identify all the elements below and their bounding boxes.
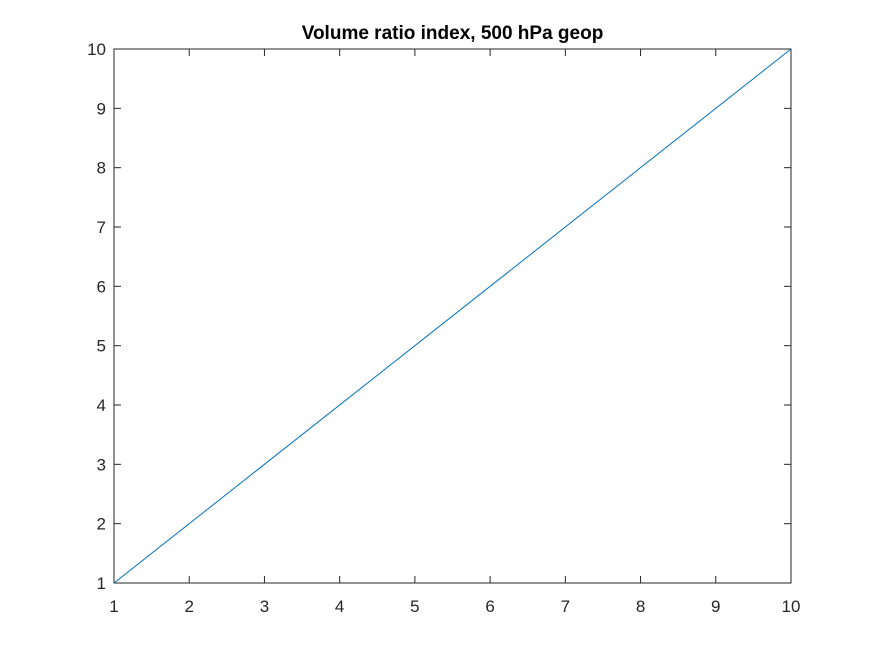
y-tick-label: 6 [97,277,106,296]
y-tick-label: 9 [97,99,106,118]
y-tick-label: 3 [97,455,106,474]
y-axis-ticks: 1 2 3 4 5 6 7 8 9 10 [87,40,791,593]
y-tick-label: 7 [97,218,106,237]
x-tick-label: 2 [184,597,193,616]
x-tick-label: 5 [410,597,419,616]
x-tick-label: 6 [485,597,494,616]
y-tick-label: 5 [97,337,106,356]
series-line-1 [113,48,792,584]
x-tick-label: 10 [782,597,801,616]
y-tick-label: 10 [87,40,106,59]
y-tick-label: 1 [97,574,106,593]
series-layer [113,48,792,584]
x-tick-label: 4 [335,597,344,616]
x-tick-label: 9 [711,597,720,616]
y-tick-label: 8 [97,159,106,178]
y-tick-label: 4 [97,396,106,415]
x-tick-label: 3 [260,597,269,616]
x-axis-ticks: 1 2 3 4 5 6 7 8 9 10 [109,49,800,616]
chart-title: Volume ratio index, 500 hPa geop [302,23,604,44]
x-tick-label: 8 [636,597,645,616]
y-tick-label: 2 [97,515,106,534]
x-tick-label: 1 [109,597,118,616]
x-tick-label: 7 [561,597,570,616]
